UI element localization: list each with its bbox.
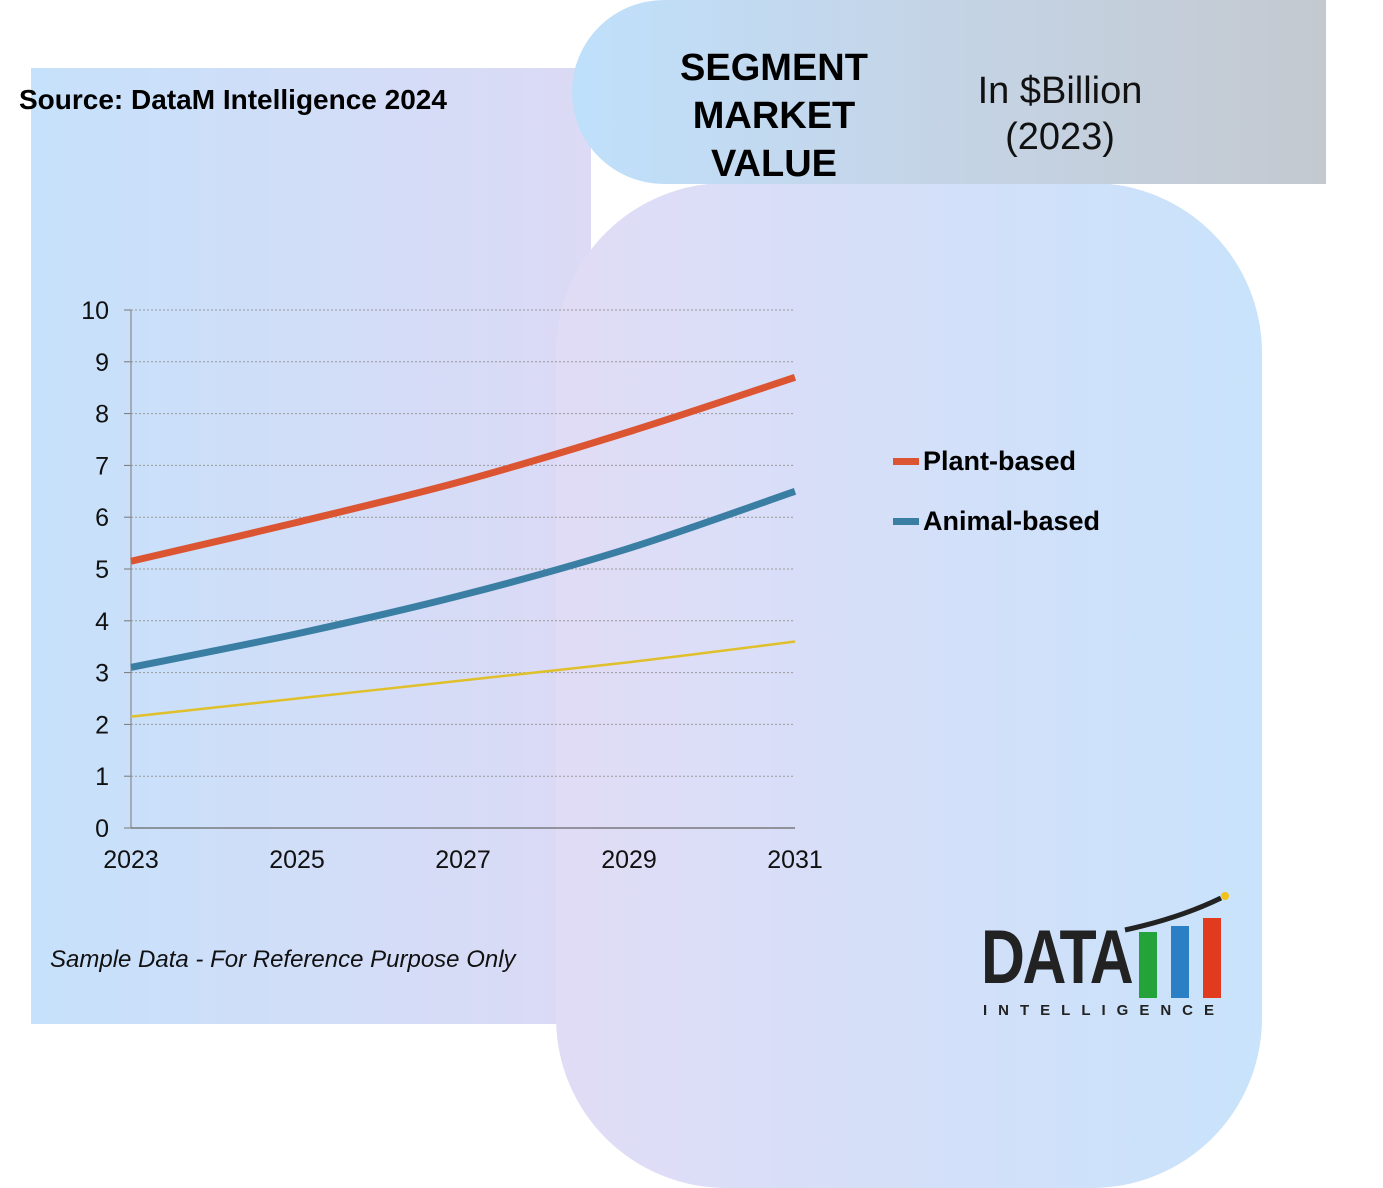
title-line-1: SEGMENT [680, 47, 868, 89]
x-tick-label: 2027 [435, 846, 491, 874]
unit-line-1: In $Billion [977, 70, 1143, 112]
y-tick-label: 1 [95, 763, 109, 791]
y-tick-label: 4 [95, 608, 109, 636]
y-tick-label: 0 [95, 815, 109, 843]
legend-label-plant: Plant-based [923, 446, 1077, 476]
y-tick-label: 8 [95, 401, 109, 429]
series-line-other [130, 640, 796, 718]
title-line-2: MARKET [692, 95, 856, 137]
unit-label: In $Billion (2023) [950, 68, 1170, 160]
legend-item-animal: Animal-based [893, 504, 1133, 538]
series-line-animal [130, 487, 797, 671]
legend-swatch-animal [893, 518, 919, 525]
source-label: Source: DataM Intelligence 2024 [19, 84, 447, 115]
legend-background [556, 183, 1262, 1188]
x-tick-label: 2025 [269, 846, 325, 874]
y-tick-label: 7 [95, 452, 109, 480]
x-tick-label: 2031 [767, 846, 823, 874]
y-tick-label: 10 [81, 297, 109, 325]
y-tick-label: 6 [95, 504, 109, 532]
logo-bars-icon [1124, 892, 1229, 998]
logo-subtext: INTELLIGENCE [983, 1002, 1226, 1019]
header-banner [572, 0, 1326, 184]
legend-item-plant: Plant-based [893, 444, 1133, 478]
unit-line-2: (2023) [1005, 116, 1115, 158]
datam-logo: DATA INTELLIGENCE [975, 888, 1235, 1023]
x-tick-label: 2023 [103, 846, 159, 874]
reference-note: Sample Data - For Reference Purpose Only [50, 946, 516, 973]
chart-background [31, 68, 591, 1024]
legend-label-animal: Animal-based [923, 506, 1101, 536]
page-title: SEGMENT MARKET VALUE [654, 44, 894, 188]
y-tick-label: 2 [95, 711, 109, 739]
y-tick-label: 3 [95, 660, 109, 688]
title-line-3: VALUE [711, 143, 837, 185]
legend-swatch-plant [893, 458, 919, 465]
y-tick-label: 5 [95, 556, 109, 584]
logo-text: DATA [981, 915, 1134, 1000]
series-line-plant [130, 374, 797, 565]
y-tick-label: 9 [95, 349, 109, 377]
x-tick-label: 2029 [601, 846, 657, 874]
